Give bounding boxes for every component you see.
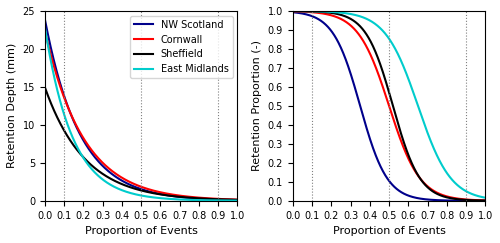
Cornwall (120, 177, 126, 180)
Sheffield (234, 198, 240, 201)
East Midlands (126, 191, 132, 194)
Legend: NW Scotland, Cornwall, Sheffield, East Midlands: NW Scotland, Cornwall, Sheffield, East M… (130, 16, 232, 78)
Cornwall (62, 97, 68, 100)
Sheffield (174, 195, 180, 198)
NW Scotland (174, 195, 180, 198)
NW Scotland (234, 199, 240, 201)
X-axis label: Proportion of Events: Proportion of Events (332, 226, 446, 236)
Cornwall (234, 198, 240, 201)
Line: Sheffield: Sheffield (45, 87, 238, 200)
East Midlands (192, 199, 198, 201)
Line: East Midlands: East Midlands (45, 27, 238, 201)
East Midlands (62, 114, 68, 117)
East Midlands (234, 199, 240, 202)
Sheffield (192, 197, 198, 200)
Cornwall (42, 29, 48, 32)
NW Scotland (196, 197, 202, 200)
East Midlands (174, 198, 180, 201)
Line: Cornwall: Cornwall (45, 31, 238, 200)
Sheffield (196, 197, 202, 200)
Line: NW Scotland: NW Scotland (45, 19, 238, 200)
Y-axis label: Retention Proportion (-): Retention Proportion (-) (252, 40, 262, 171)
X-axis label: Proportion of Events: Proportion of Events (84, 226, 198, 236)
Sheffield (42, 86, 48, 89)
Cornwall (196, 196, 202, 199)
East Midlands (42, 26, 48, 29)
Cornwall (174, 194, 180, 197)
NW Scotland (42, 18, 48, 21)
NW Scotland (192, 197, 198, 200)
East Midlands (196, 199, 202, 202)
Y-axis label: Retention Depth (mm): Retention Depth (mm) (7, 43, 17, 168)
Sheffield (62, 130, 68, 133)
Cornwall (192, 196, 198, 199)
Cornwall (126, 181, 132, 183)
NW Scotland (126, 183, 132, 186)
NW Scotland (62, 96, 68, 99)
Sheffield (126, 186, 132, 189)
East Midlands (120, 189, 126, 192)
Sheffield (120, 183, 126, 186)
NW Scotland (120, 180, 126, 182)
